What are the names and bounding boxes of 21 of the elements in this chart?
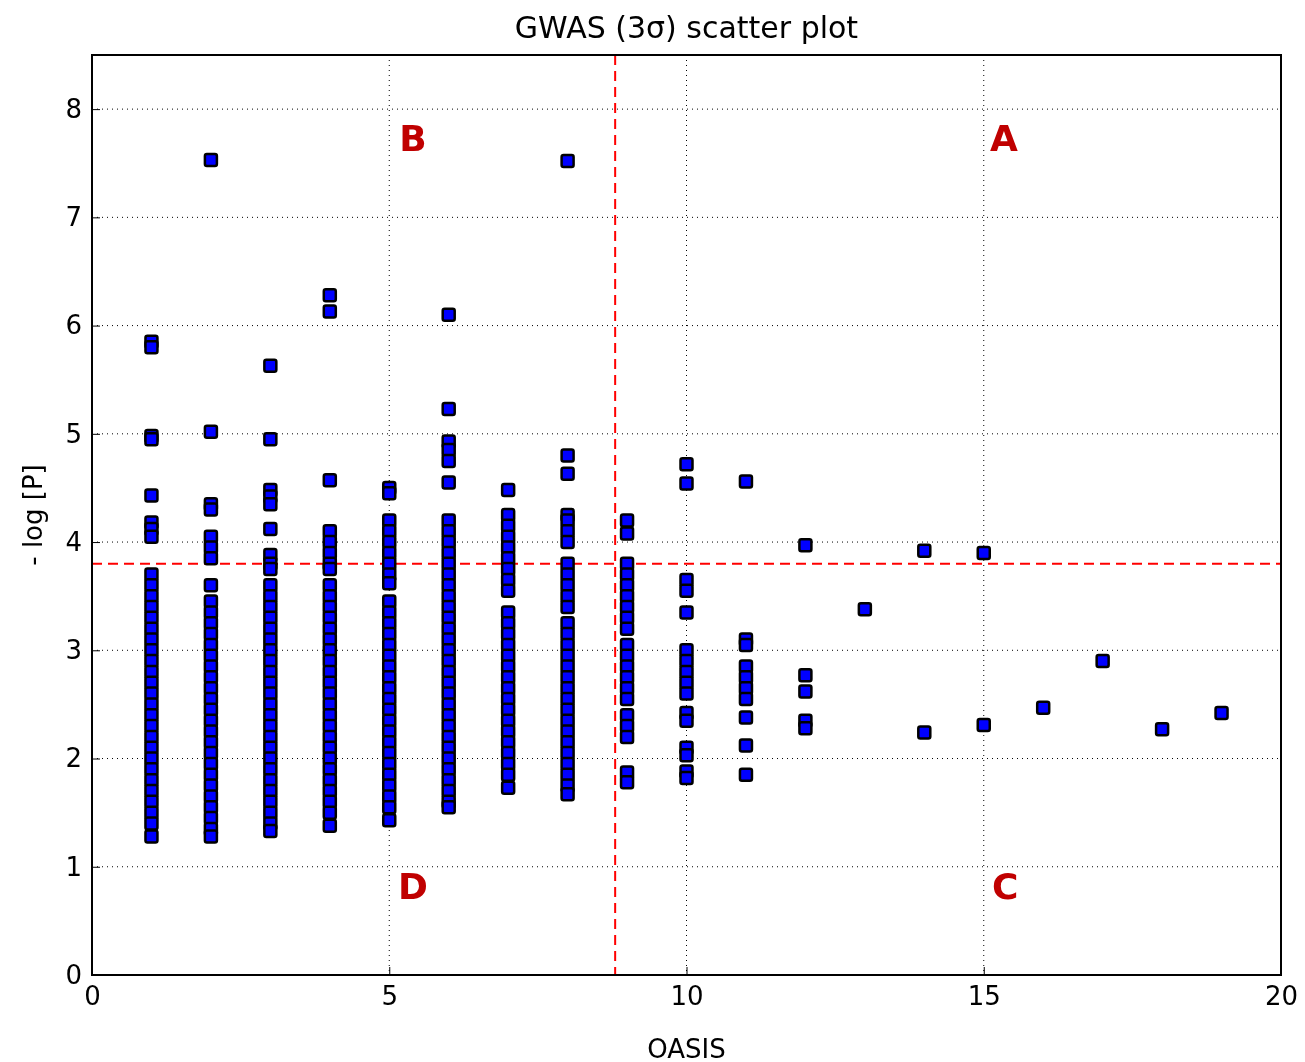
y-axis-title: - log [P] xyxy=(18,464,48,566)
y-tick-label: 3 xyxy=(65,635,82,666)
annotation: D xyxy=(398,865,428,907)
y-tick-label: 0 xyxy=(65,959,82,990)
annotation: A xyxy=(990,118,1019,160)
chart-title: GWAS (3σ) scatter plot xyxy=(514,10,859,45)
x-axis-title: OASIS xyxy=(647,1034,726,1062)
y-tick-label: 2 xyxy=(65,743,82,774)
x-tick-label: 10 xyxy=(670,981,704,1012)
y-tick-label: 8 xyxy=(65,93,82,124)
y-tick-label: 7 xyxy=(65,202,82,233)
x-tick-label: 5 xyxy=(381,981,399,1012)
annotation: C xyxy=(991,865,1019,907)
y-tick-label: 4 xyxy=(65,526,82,557)
annotation: B xyxy=(399,118,427,160)
x-tick-label: 0 xyxy=(84,981,101,1012)
x-tick-label: 20 xyxy=(1264,981,1299,1012)
y-tick-label: 5 xyxy=(65,418,82,449)
y-tick-label: 6 xyxy=(65,310,82,341)
x-tick-label: 15 xyxy=(967,981,1001,1012)
y-tick-label: 1 xyxy=(65,851,82,882)
